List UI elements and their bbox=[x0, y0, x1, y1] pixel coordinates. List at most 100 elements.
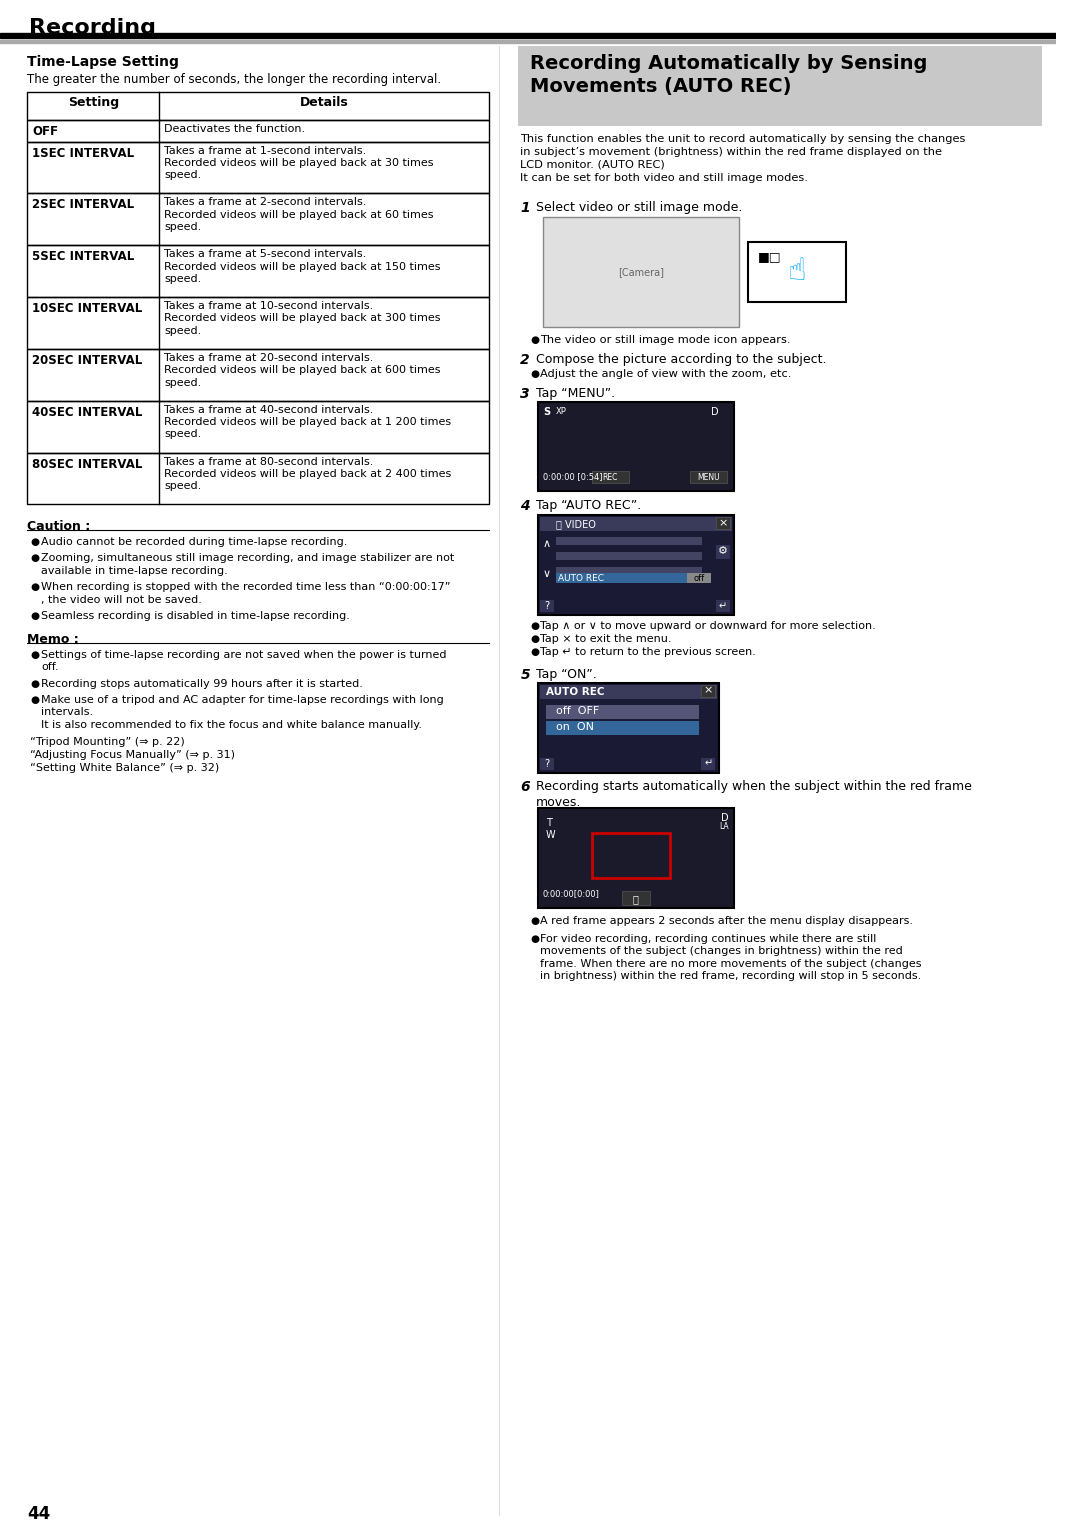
Text: LA: LA bbox=[719, 823, 729, 831]
Text: 44: 44 bbox=[27, 1506, 51, 1522]
Bar bbox=[690, 472, 727, 484]
Bar bbox=[540, 600, 554, 612]
Text: Tap “MENU”.: Tap “MENU”. bbox=[536, 386, 616, 400]
Bar bbox=[27, 246, 489, 298]
Text: “Setting White Balance” (⇒ p. 32): “Setting White Balance” (⇒ p. 32) bbox=[30, 762, 219, 773]
Text: The video or still image mode icon appears.: The video or still image mode icon appea… bbox=[540, 334, 791, 345]
Bar bbox=[545, 721, 700, 734]
Text: Tap ∧ or ∨ to move upward or downward for more selection.: Tap ∧ or ∨ to move upward or downward fo… bbox=[540, 621, 876, 631]
Text: This function enables the unit to record automatically by sensing the changes
in: This function enables the unit to record… bbox=[521, 133, 966, 183]
Text: 20SEC INTERVAL: 20SEC INTERVAL bbox=[32, 354, 143, 366]
Text: Time-Lapse Setting: Time-Lapse Setting bbox=[27, 55, 179, 69]
Bar bbox=[27, 298, 489, 348]
Bar bbox=[701, 757, 715, 770]
Text: ●: ● bbox=[530, 647, 539, 657]
Bar bbox=[518, 46, 1042, 125]
Text: Takes a frame at 20-second intervals.
Recorded videos will be played back at 600: Takes a frame at 20-second intervals. Re… bbox=[164, 353, 441, 388]
Text: ●: ● bbox=[30, 553, 39, 563]
Bar bbox=[748, 243, 846, 302]
Bar bbox=[555, 553, 702, 560]
Bar bbox=[540, 518, 731, 531]
Text: Recording starts automatically when the subject within the red frame
moves.: Recording starts automatically when the … bbox=[536, 780, 972, 809]
Bar bbox=[540, 684, 717, 699]
Bar bbox=[27, 452, 489, 504]
Text: off: off bbox=[693, 574, 705, 583]
Text: Recording Automatically by Sensing
Movements (AUTO REC): Recording Automatically by Sensing Movem… bbox=[530, 53, 928, 96]
Text: ×: × bbox=[718, 518, 728, 528]
Bar bbox=[545, 705, 700, 719]
Text: ☝: ☝ bbox=[787, 257, 806, 286]
Text: Tap ↵ to return to the previous screen.: Tap ↵ to return to the previous screen. bbox=[540, 647, 756, 657]
Text: ●: ● bbox=[30, 651, 39, 660]
Text: Takes a frame at 2-second intervals.
Recorded videos will be played back at 60 t: Takes a frame at 2-second intervals. Rec… bbox=[164, 197, 434, 232]
Text: Seamless recording is disabled in time-lapse recording.: Seamless recording is disabled in time-l… bbox=[41, 611, 350, 621]
Text: Tap × to exit the menu.: Tap × to exit the menu. bbox=[540, 634, 672, 644]
Text: Takes a frame at 80-second intervals.
Recorded videos will be played back at 2 4: Takes a frame at 80-second intervals. Re… bbox=[164, 457, 451, 492]
Bar bbox=[538, 402, 733, 492]
Text: When recording is stopped with the recorded time less than “0:00:00:17”
, the vi: When recording is stopped with the recor… bbox=[41, 582, 450, 605]
Text: 80SEC INTERVAL: 80SEC INTERVAL bbox=[32, 458, 143, 470]
Text: Settings of time-lapse recording are not saved when the power is turned
off.: Settings of time-lapse recording are not… bbox=[41, 651, 447, 672]
Text: ●: ● bbox=[30, 680, 39, 689]
Text: [Camera]: [Camera] bbox=[618, 267, 664, 276]
Text: D: D bbox=[712, 406, 719, 417]
Bar bbox=[687, 573, 711, 583]
Text: REC: REC bbox=[603, 473, 618, 483]
Text: Caution :: Caution : bbox=[27, 521, 91, 533]
Text: Compose the picture according to the subject.: Compose the picture according to the sub… bbox=[536, 353, 826, 366]
Text: Takes a frame at 1-second intervals.
Recorded videos will be played back at 30 t: Takes a frame at 1-second intervals. Rec… bbox=[164, 145, 434, 180]
Text: 40SEC INTERVAL: 40SEC INTERVAL bbox=[32, 406, 143, 418]
Text: 6: 6 bbox=[521, 780, 530, 794]
Text: ⚙: ⚙ bbox=[718, 547, 728, 556]
Text: ●: ● bbox=[530, 935, 539, 944]
Text: The greater the number of seconds, the longer the recording interval.: The greater the number of seconds, the l… bbox=[27, 73, 442, 86]
Bar bbox=[27, 194, 489, 246]
Bar bbox=[555, 567, 702, 576]
Text: Select video or still image mode.: Select video or still image mode. bbox=[536, 202, 742, 214]
Text: MENU: MENU bbox=[697, 473, 719, 483]
Text: 1SEC INTERVAL: 1SEC INTERVAL bbox=[32, 147, 134, 159]
Bar bbox=[543, 217, 739, 327]
Bar bbox=[701, 684, 715, 696]
Text: Takes a frame at 40-second intervals.
Recorded videos will be played back at 1 2: Takes a frame at 40-second intervals. Re… bbox=[164, 405, 451, 440]
Text: Memo :: Memo : bbox=[27, 634, 79, 646]
Text: ?: ? bbox=[544, 759, 550, 768]
Text: Tap “AUTO REC”.: Tap “AUTO REC”. bbox=[536, 499, 642, 513]
Text: ?: ? bbox=[544, 602, 550, 611]
Bar bbox=[716, 545, 730, 559]
Text: on  ON: on ON bbox=[555, 722, 594, 731]
Text: ↵: ↵ bbox=[704, 759, 712, 768]
Text: “Adjusting Focus Manually” (⇒ p. 31): “Adjusting Focus Manually” (⇒ p. 31) bbox=[30, 750, 235, 759]
Text: Make use of a tripod and AC adapter for time-lapse recordings with long
interval: Make use of a tripod and AC adapter for … bbox=[41, 695, 444, 730]
Text: ∨: ∨ bbox=[543, 570, 551, 579]
Text: Recording stops automatically 99 hours after it is started.: Recording stops automatically 99 hours a… bbox=[41, 680, 363, 689]
Text: XP: XP bbox=[555, 406, 567, 415]
Text: ⏸: ⏸ bbox=[633, 895, 638, 904]
Text: ●: ● bbox=[530, 370, 539, 379]
Bar bbox=[538, 808, 733, 909]
Text: 5SEC INTERVAL: 5SEC INTERVAL bbox=[32, 250, 135, 263]
Text: Deactivates the function.: Deactivates the function. bbox=[164, 124, 306, 133]
Text: ●: ● bbox=[530, 916, 539, 925]
Text: ●: ● bbox=[30, 695, 39, 705]
Text: 0:00:00 [0:54]: 0:00:00 [0:54] bbox=[543, 472, 603, 481]
Text: Details: Details bbox=[300, 96, 349, 108]
Bar bbox=[538, 515, 733, 615]
Text: ●: ● bbox=[530, 334, 539, 345]
Bar bbox=[555, 538, 702, 545]
Bar bbox=[538, 683, 719, 773]
Text: ●: ● bbox=[30, 538, 39, 547]
Text: ↵: ↵ bbox=[719, 602, 727, 611]
Bar bbox=[555, 573, 702, 583]
Text: Takes a frame at 5-second intervals.
Recorded videos will be played back at 150 : Takes a frame at 5-second intervals. Rec… bbox=[164, 249, 441, 284]
Bar bbox=[27, 400, 489, 452]
Text: ●: ● bbox=[530, 621, 539, 631]
Bar bbox=[622, 892, 649, 906]
Text: AUTO REC: AUTO REC bbox=[557, 574, 604, 583]
Text: S: S bbox=[543, 406, 550, 417]
Text: ●: ● bbox=[530, 634, 539, 644]
Text: Adjust the angle of view with the zoom, etc.: Adjust the angle of view with the zoom, … bbox=[540, 370, 792, 379]
Text: 0:00:00[0:00]: 0:00:00[0:00] bbox=[543, 889, 599, 898]
Bar bbox=[27, 119, 489, 142]
Bar bbox=[592, 472, 629, 484]
